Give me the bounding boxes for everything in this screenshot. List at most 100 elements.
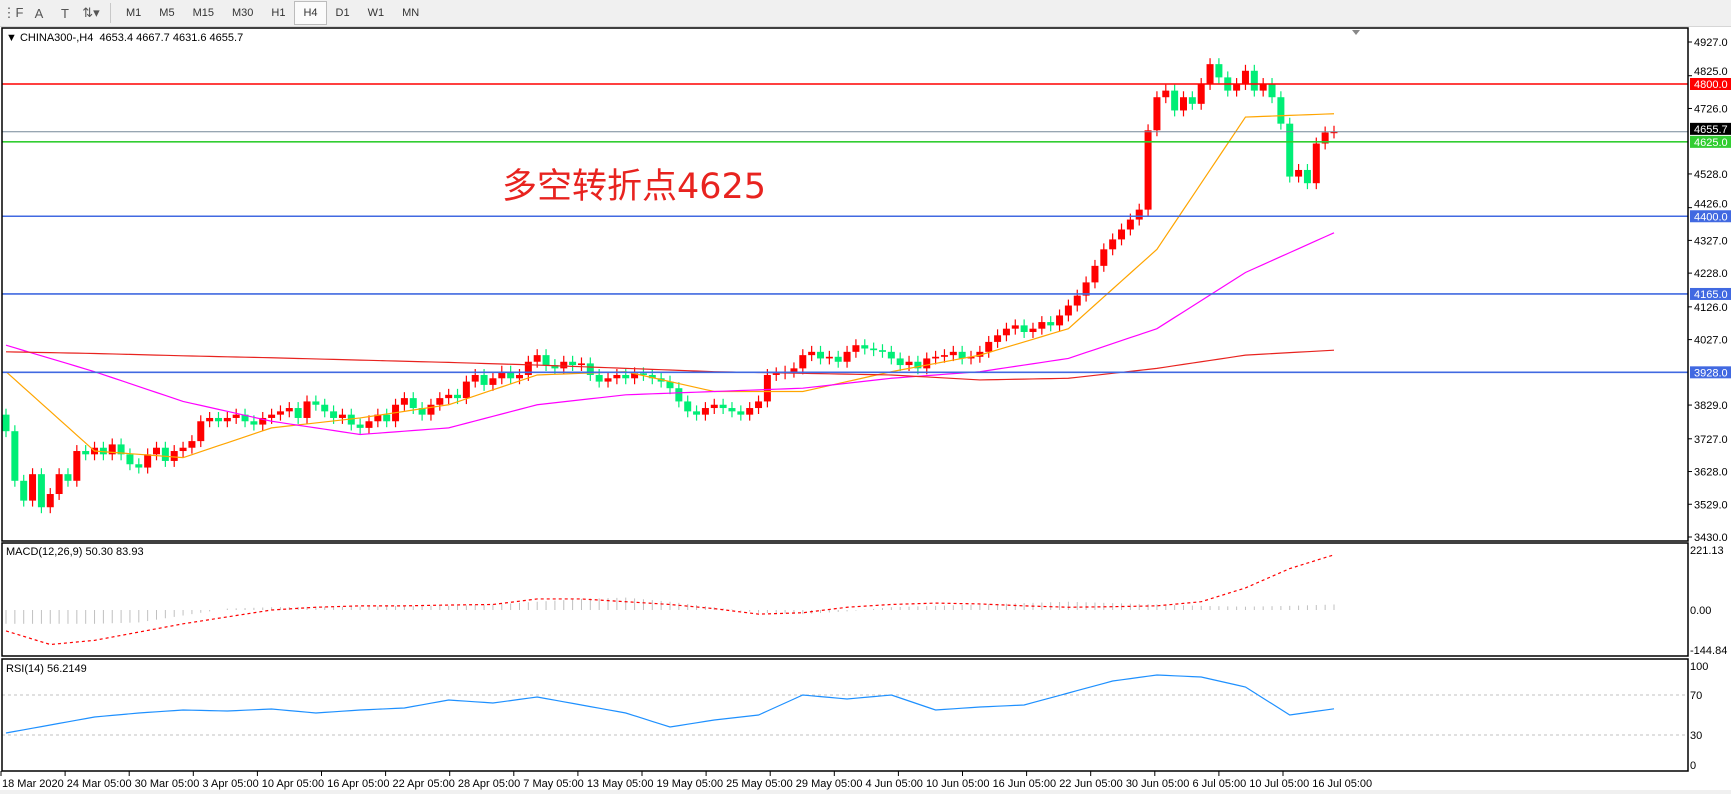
- candle-body: [223, 417, 231, 422]
- candle-body: [648, 374, 656, 379]
- candle-body: [153, 447, 161, 455]
- candle-body: [29, 474, 37, 501]
- chart-header: ▼ CHINA300-,H4 4653.4 4667.7 4631.6 4655…: [6, 32, 243, 44]
- timeframe-m15[interactable]: M15: [192, 7, 214, 19]
- arrows-icon[interactable]: ⇅▾: [82, 5, 100, 20]
- timeframe-m30[interactable]: M30: [231, 7, 254, 19]
- fibo-icon[interactable]: ⋮F: [2, 5, 24, 20]
- candle-body: [985, 341, 993, 352]
- timeframe-m5[interactable]: M5: [159, 7, 175, 19]
- level-label-bg: [1690, 135, 1731, 148]
- level-label-bg: [1690, 366, 1731, 379]
- macd-label: MACD(12,26,9) 50.30 83.93: [6, 546, 144, 558]
- candle-body: [347, 414, 355, 425]
- time-tick-label: 29 May 05:00: [796, 778, 863, 790]
- candle-body: [843, 351, 851, 362]
- rsi-label: RSI(14) 56.2149: [6, 663, 87, 675]
- candle-body: [719, 404, 727, 409]
- time-tick-label: 10 Jul 05:00: [1249, 778, 1309, 790]
- candle-body: [923, 358, 931, 369]
- bid-label-bg: [1690, 122, 1731, 135]
- candle-body: [817, 351, 825, 359]
- candle-body: [232, 414, 240, 418]
- candle-body: [799, 355, 807, 369]
- timeframe-h4[interactable]: H4: [294, 1, 327, 25]
- candle-body: [330, 411, 338, 418]
- macd-tick-label: 0.00: [1690, 605, 1711, 617]
- candle-body: [870, 348, 878, 351]
- candle-body: [976, 351, 984, 357]
- annotation-text[interactable]: 多空转折点4625: [502, 167, 767, 207]
- candle-body: [99, 447, 107, 455]
- candle-body: [2, 414, 10, 432]
- candle-body: [498, 371, 506, 379]
- candle-body: [1259, 83, 1267, 91]
- candle-body: [374, 414, 382, 422]
- price-tick-label: 4327.0: [1694, 235, 1728, 247]
- rsi-tick-label: 100: [1690, 661, 1708, 673]
- rsi-tick-label: 0: [1690, 760, 1696, 772]
- time-tick-label: 19 May 05:00: [656, 778, 723, 790]
- candle-body: [37, 474, 45, 508]
- level-label: 3928.0: [1694, 367, 1728, 379]
- candle-body: [1268, 83, 1276, 98]
- candle-body: [73, 451, 81, 481]
- time-tick-label: 13 May 05:00: [587, 778, 654, 790]
- price-tick-label: 4027.0: [1694, 335, 1728, 347]
- candle-body: [1135, 209, 1143, 220]
- price-tick-label: 3727.0: [1694, 434, 1728, 446]
- candle-body: [1295, 169, 1303, 177]
- candle-body: [1118, 229, 1126, 240]
- text-label-icon[interactable]: T: [61, 5, 69, 21]
- candle-body: [701, 408, 709, 415]
- candle-body: [940, 355, 948, 357]
- candle-body: [276, 411, 284, 415]
- text-icon[interactable]: A: [34, 5, 44, 21]
- candle-body: [436, 398, 444, 405]
- candle-body: [1206, 64, 1214, 84]
- candle-body: [241, 414, 249, 422]
- time-tick-label: 24 Mar 05:00: [67, 778, 132, 790]
- candle-body: [666, 381, 674, 389]
- time-tick-label: 25 May 05:00: [726, 778, 793, 790]
- candle-body: [825, 356, 833, 359]
- candle-body: [383, 414, 391, 422]
- ohlc-values: 4653.4 4667.7 4631.6 4655.7: [99, 32, 244, 44]
- level-label-bg: [1690, 287, 1731, 300]
- symbol-label: CHINA300-,H4: [19, 32, 94, 44]
- dropdown-triangle-icon[interactable]: ▼: [6, 32, 17, 44]
- candle-body: [1056, 315, 1064, 326]
- candle-body: [622, 374, 630, 379]
- candle-body: [675, 388, 683, 402]
- candle-body: [285, 408, 293, 412]
- chart-shift-icon: [1352, 30, 1360, 35]
- timeframe-m1[interactable]: M1: [126, 7, 142, 19]
- candle-body: [1020, 325, 1028, 332]
- candle-body: [613, 374, 621, 379]
- candle-body: [586, 363, 594, 375]
- candle-body: [1002, 328, 1010, 336]
- timeframe-h1[interactable]: H1: [271, 7, 286, 19]
- candle-body: [179, 447, 187, 452]
- candle-body: [852, 345, 860, 352]
- candle-body: [1286, 123, 1294, 177]
- candle-body: [170, 451, 178, 461]
- macd-tick-label: 221.13: [1690, 545, 1724, 557]
- level-label: 4625.0: [1694, 137, 1728, 149]
- candle-body: [710, 404, 718, 409]
- timeframe-mn[interactable]: MN: [402, 7, 420, 19]
- timeframe-d1[interactable]: D1: [335, 7, 350, 19]
- candle-body: [790, 368, 798, 372]
- candle-body: [728, 408, 736, 412]
- candle-body: [533, 355, 541, 362]
- candle-body: [1321, 132, 1329, 144]
- timeframe-w1[interactable]: W1: [367, 7, 385, 19]
- price-tick-label: 4726.0: [1694, 103, 1728, 115]
- candle-body: [480, 374, 488, 385]
- rsi-tick-label: 30: [1690, 730, 1702, 742]
- rsi-line: [5, 674, 1335, 734]
- candle-body: [905, 361, 913, 366]
- candle-body: [693, 411, 701, 415]
- candle-body: [135, 464, 143, 468]
